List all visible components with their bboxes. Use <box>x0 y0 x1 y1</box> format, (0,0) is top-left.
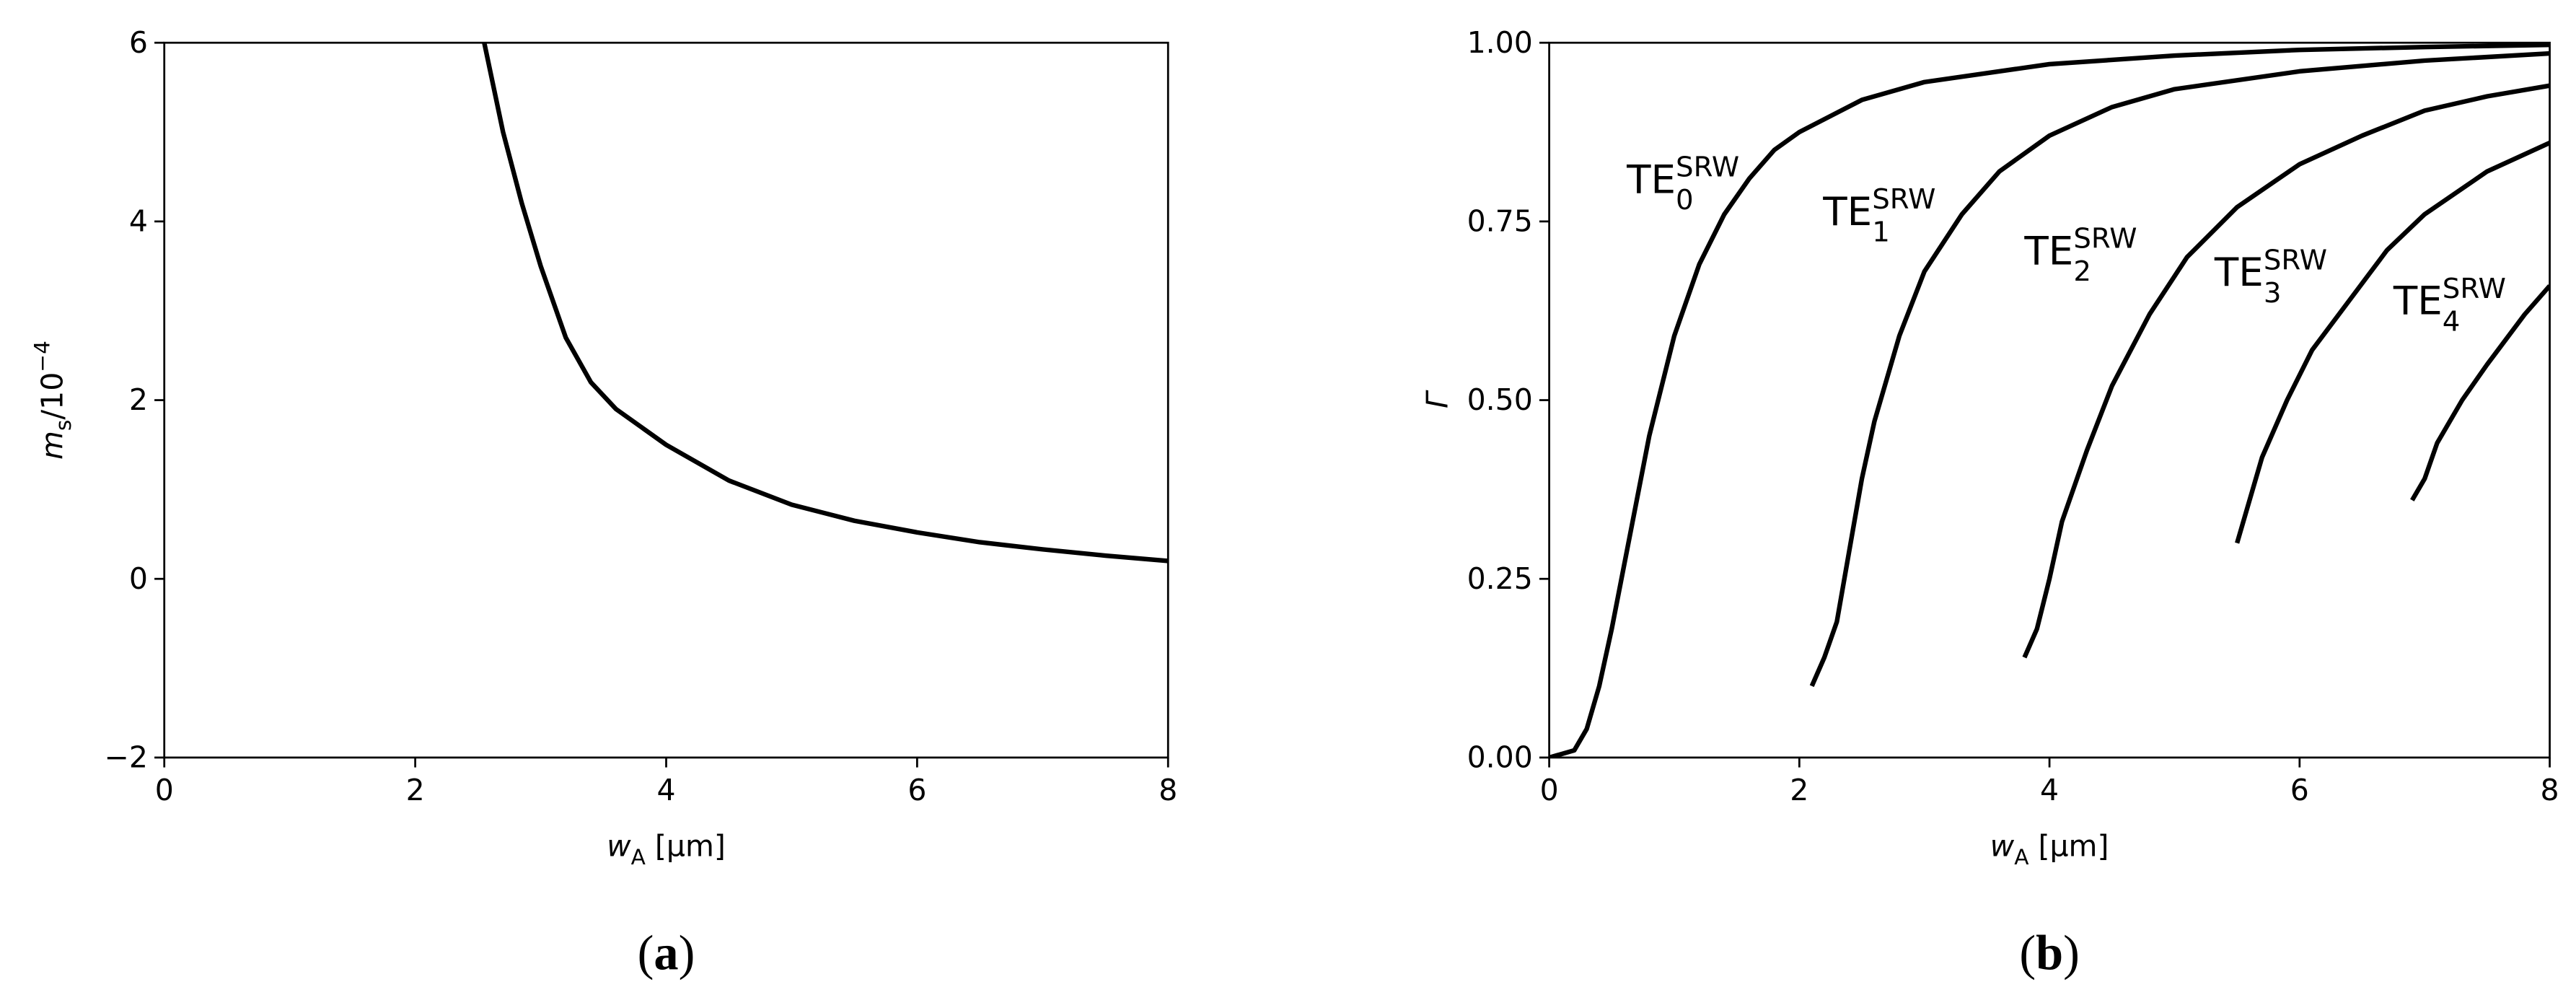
x-tick-label: 6 <box>2290 773 2309 807</box>
label-sup: SRW <box>2443 273 2506 305</box>
y-tick-label: 0 <box>129 561 148 596</box>
x-axis-label-part: A <box>631 845 646 869</box>
x-axis-label-part: [μm] <box>646 829 726 864</box>
y-tick-label: 4 <box>129 204 148 239</box>
plot-frame <box>1548 41 2551 759</box>
x-axis-label-part: w <box>1990 829 2015 864</box>
label-sub: 1 <box>1872 216 1890 249</box>
x-axis-label-part: w <box>607 829 631 864</box>
label-base: TE <box>1626 156 1676 202</box>
x-axis-label: wA [μm] <box>607 829 726 869</box>
label-sup: SRW <box>1872 183 1935 216</box>
y-tick-label: 1.00 <box>1467 25 1533 60</box>
y-axis-label-part: −4 <box>30 341 54 372</box>
caption: (b) <box>2019 926 2080 981</box>
label-base: TE <box>2393 278 2443 324</box>
label-sub: 0 <box>1676 184 1694 216</box>
label-sup: SRW <box>2073 223 2137 255</box>
y-tick-label: 0.25 <box>1467 561 1533 596</box>
y-tick-label: 0.00 <box>1467 740 1533 775</box>
curve <box>482 43 1169 564</box>
curve <box>2022 83 2550 659</box>
y-axis-label: Γ <box>1420 390 1454 408</box>
x-tick-label: 8 <box>1159 773 1177 807</box>
y-axis-label-part: /10 <box>35 372 70 420</box>
caption-part: a <box>654 926 678 981</box>
x-tick-label: 6 <box>907 773 926 807</box>
x-tick-label: 0 <box>1540 773 1559 807</box>
curve <box>2235 141 2550 544</box>
x-tick-label: 0 <box>155 773 174 807</box>
caption-part: ) <box>2063 926 2080 981</box>
curve-label: TESRW 1 <box>1822 183 1935 249</box>
curve <box>2410 284 2550 501</box>
caption-part: b <box>2036 926 2063 981</box>
y-tick-label: 2 <box>129 382 148 417</box>
label-base: TE <box>1822 188 1872 234</box>
y-axis-label-part: Γ <box>1420 390 1454 408</box>
x-tick-label: 2 <box>406 773 425 807</box>
label-sub: 4 <box>2443 305 2461 338</box>
y-axis-label-part: m <box>35 431 70 460</box>
x-axis-label-part: A <box>2014 845 2028 869</box>
label-base: TE <box>2214 249 2264 295</box>
caption-part: ( <box>2019 926 2036 981</box>
x-tick-label: 2 <box>1790 773 1808 807</box>
caption-part: ( <box>638 926 654 981</box>
x-axis-label-part: [μm] <box>2028 829 2109 864</box>
label-sup: SRW <box>1676 151 1739 183</box>
curve <box>1549 43 2550 758</box>
curve-label: TESRW 4 <box>2393 273 2506 338</box>
curve <box>1809 51 2550 688</box>
label-base: TE <box>2023 227 2073 273</box>
x-tick-label: 4 <box>2040 773 2059 807</box>
caption-part: ) <box>679 926 695 981</box>
label-sup: SRW <box>2264 244 2327 276</box>
y-tick-label: 0.75 <box>1467 204 1533 239</box>
label-sub: 3 <box>2264 277 2282 310</box>
plot-frame <box>163 41 1169 759</box>
label-sub: 2 <box>2073 255 2091 288</box>
curve-label: TESRW 3 <box>2214 244 2327 310</box>
y-tick-label: 0.50 <box>1467 382 1533 417</box>
y-axis-label: ms/10−4 <box>30 341 76 460</box>
y-tick-label: −2 <box>105 740 148 775</box>
y-tick-label: 6 <box>129 25 148 60</box>
curve-label: TESRW 0 <box>1626 151 1739 216</box>
caption: (a) <box>638 926 695 981</box>
y-axis-label-part: s <box>51 420 76 431</box>
curve-label: TESRW 2 <box>2023 223 2137 289</box>
x-tick-label: 4 <box>656 773 675 807</box>
x-tick-label: 8 <box>2541 773 2559 807</box>
x-axis-label: wA [μm] <box>1990 829 2109 869</box>
